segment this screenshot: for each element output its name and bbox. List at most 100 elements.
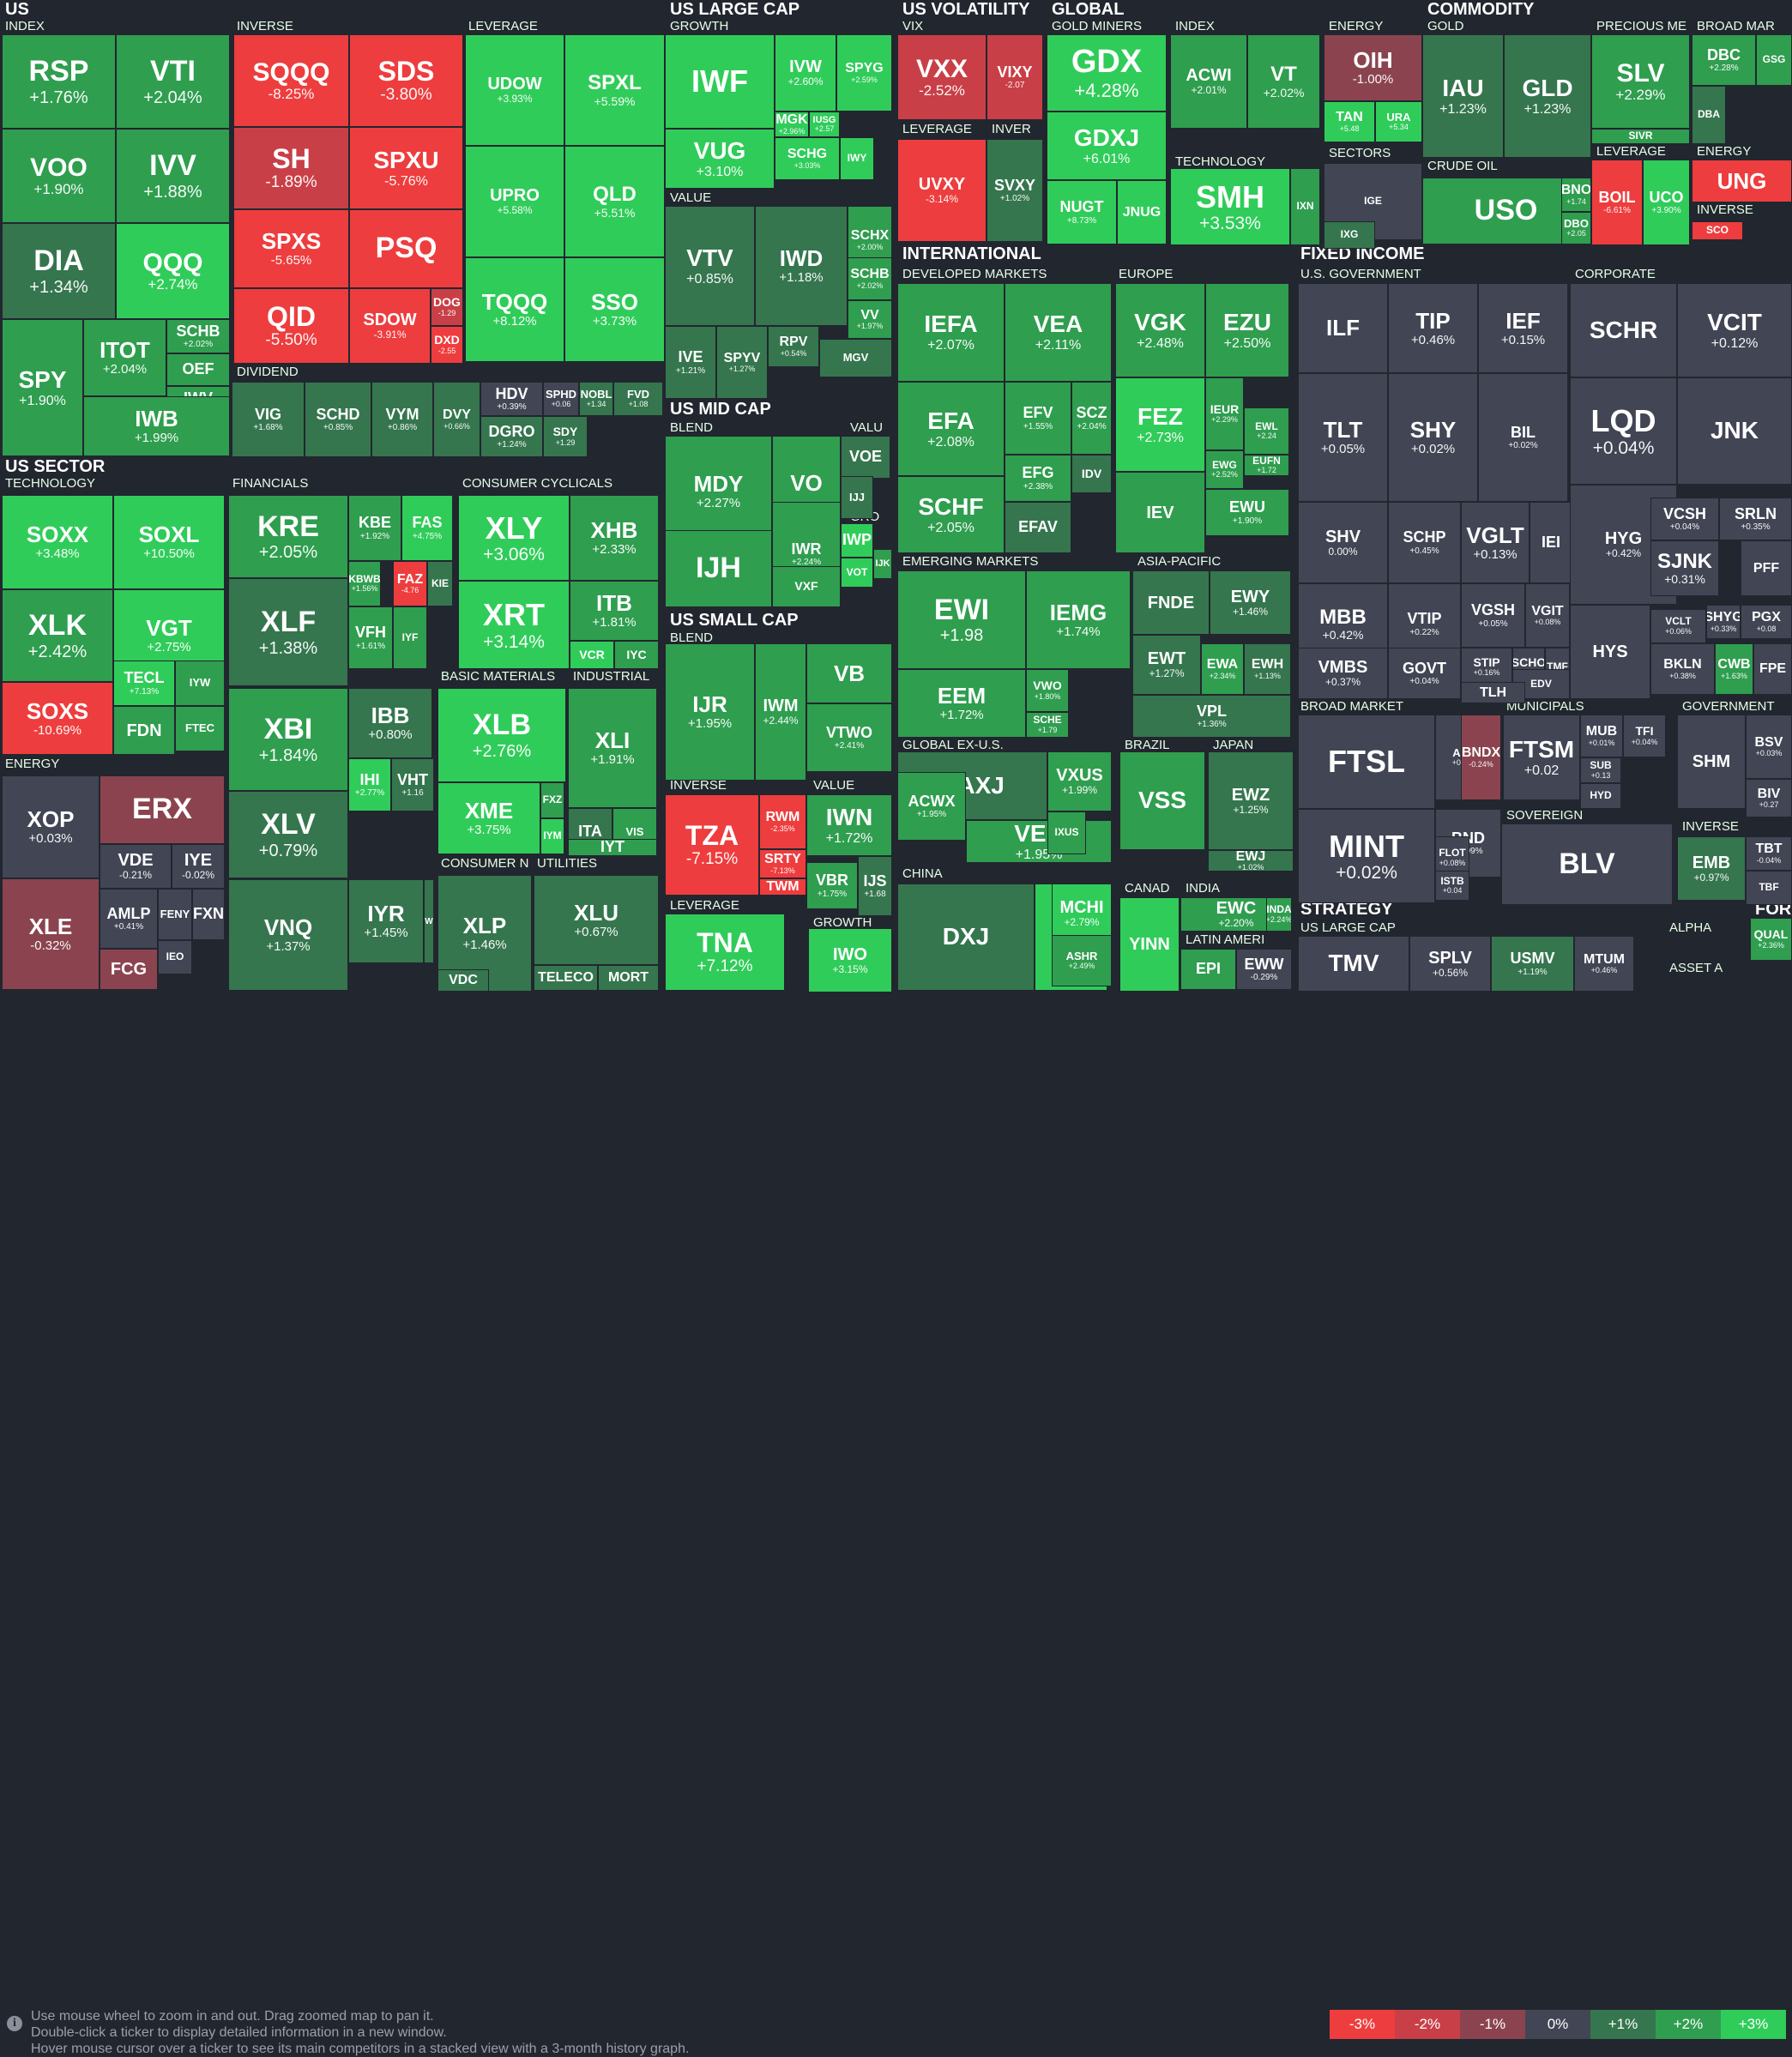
ticker-tile-smh[interactable]: SMH +3.53% xyxy=(1170,168,1290,245)
ticker-tile-ijj[interactable]: IJJ xyxy=(841,476,873,519)
ticker-tile-ijs[interactable]: IJS +1.68 xyxy=(858,856,892,916)
ticker-tile-iwb[interactable]: IWB +1.99% xyxy=(83,396,230,456)
ticker-tile-vgk[interactable]: VGK +2.48% xyxy=(1115,283,1205,377)
ticker-tile-emb[interactable]: EMB +0.97% xyxy=(1677,836,1746,901)
ticker-tile-dbo[interactable]: DBO +2.05 xyxy=(1561,212,1591,244)
ticker-tile-tbf[interactable]: TBF xyxy=(1746,871,1792,905)
ticker-tile-inda[interactable]: INDA +2.24% xyxy=(1266,897,1292,932)
ticker-tile-lqd[interactable]: LQD +0.04% xyxy=(1570,377,1677,485)
ticker-tile-shy[interactable]: SHY +0.02% xyxy=(1388,373,1478,502)
ticker-tile-ftsm[interactable]: FTSM +0.02 xyxy=(1503,715,1580,800)
ticker-tile-spy[interactable]: SPY +1.90% xyxy=(2,319,83,456)
ticker-tile-kbe[interactable]: KBE +1.92% xyxy=(348,495,401,561)
ticker-tile-eww[interactable]: EWW -0.29% xyxy=(1236,949,1292,990)
ticker-tile-hys[interactable]: HYS xyxy=(1570,605,1650,699)
ticker-tile-sivr[interactable]: SIVR xyxy=(1591,129,1690,144)
ticker-tile-sphd[interactable]: SPHD +0.06 xyxy=(543,382,579,416)
ticker-tile-eem[interactable]: EEM +1.72% xyxy=(897,669,1026,738)
ticker-tile-vtv[interactable]: VTV +0.85% xyxy=(665,206,755,326)
ticker-tile-vss[interactable]: VSS xyxy=(1119,751,1205,850)
ticker-tile-mub[interactable]: MUB +0.01% xyxy=(1580,715,1623,757)
ticker-tile-xbi[interactable]: XBI +1.84% xyxy=(228,688,348,791)
ticker-tile-iym[interactable]: IYM xyxy=(540,818,564,854)
ticker-tile-dbc[interactable]: DBC +2.28% xyxy=(1692,34,1756,86)
ticker-tile-usmv[interactable]: USMV +1.19% xyxy=(1491,936,1574,992)
ticker-tile-gdx[interactable]: GDX +4.28% xyxy=(1047,34,1167,112)
ticker-tile-gld[interactable]: GLD +1.23% xyxy=(1504,34,1591,158)
ticker-tile-vxf[interactable]: VXF xyxy=(772,566,841,607)
ticker-tile-sdy[interactable]: SDY +1.29 xyxy=(543,416,588,457)
ticker-tile-iusg[interactable]: IUSG +2.57 xyxy=(809,112,840,137)
ticker-tile-schp[interactable]: SCHP +0.45% xyxy=(1388,502,1461,583)
ticker-tile-sds[interactable]: SDS -3.80% xyxy=(349,34,463,127)
ticker-tile-srty[interactable]: SRTY -7.13% xyxy=(759,849,806,878)
ticker-tile-schr[interactable]: SCHR xyxy=(1570,283,1677,377)
ticker-tile-dxj[interactable]: DXJ xyxy=(897,884,1035,991)
ticker-tile-mdy[interactable]: MDY +2.27% xyxy=(665,436,772,547)
ticker-tile-teleco[interactable]: TELECO xyxy=(534,965,598,991)
ticker-tile-spyg[interactable]: SPYG +2.59% xyxy=(836,34,892,112)
ticker-tile-ewl[interactable]: EWL +2.24 xyxy=(1244,407,1289,455)
ticker-tile-qld[interactable]: QLD +5.51% xyxy=(564,146,665,257)
ticker-tile-jnug[interactable]: JNUG xyxy=(1117,180,1167,244)
ticker-tile-ijr[interactable]: IJR +1.95% xyxy=(665,643,755,781)
ticker-tile-psq[interactable]: PSQ xyxy=(349,209,463,288)
ticker-tile-itot[interactable]: ITOT +2.04% xyxy=(83,319,166,396)
ticker-tile-iei[interactable]: IEI xyxy=(1530,502,1572,583)
ticker-tile-dvy[interactable]: DVY +0.66% xyxy=(433,382,480,457)
ticker-tile-srln[interactable]: SRLN +0.35% xyxy=(1719,498,1792,540)
ticker-tile-ewz[interactable]: EWZ +1.25% xyxy=(1208,751,1294,850)
ticker-tile-vot[interactable]: VOT xyxy=(841,558,873,588)
ticker-tile-bkln[interactable]: BKLN +0.38% xyxy=(1650,643,1715,695)
ticker-tile-splv[interactable]: SPLV +0.56% xyxy=(1409,936,1491,992)
ticker-tile-vgsh[interactable]: VGSH +0.05% xyxy=(1461,583,1525,648)
ticker-tile-fez[interactable]: FEZ +2.73% xyxy=(1115,377,1205,472)
ticker-tile-ivv[interactable]: IVV +1.88% xyxy=(116,129,230,223)
ticker-tile-vcr[interactable]: VCR xyxy=(570,641,614,669)
ticker-tile-qid[interactable]: QID -5.50% xyxy=(233,288,349,364)
ticker-tile-uvxy[interactable]: UVXY -3.14% xyxy=(897,139,987,242)
ticker-tile-vug[interactable]: VUG +3.10% xyxy=(665,129,775,189)
ticker-tile-stip[interactable]: STIP +0.16% xyxy=(1461,648,1512,686)
ticker-tile-tqqq[interactable]: TQQQ +8.12% xyxy=(465,257,564,362)
ticker-tile-rsp[interactable]: RSP +1.76% xyxy=(2,34,116,129)
ticker-tile-schd[interactable]: SCHD +0.85% xyxy=(305,382,371,457)
ticker-tile-schb[interactable]: SCHB +2.02% xyxy=(848,257,892,300)
ticker-tile-iwo[interactable]: IWO +3.15% xyxy=(808,928,892,992)
ticker-tile-sqqq[interactable]: SQQQ -8.25% xyxy=(233,34,349,127)
ticker-tile-xly[interactable]: XLY +3.06% xyxy=(458,495,570,581)
ticker-tile-bsv[interactable]: BSV +0.03% xyxy=(1746,715,1792,779)
ticker-tile-iwf[interactable]: IWF xyxy=(665,34,775,129)
ticker-tile-ieo[interactable]: IEO xyxy=(158,940,192,974)
ticker-tile-vpl[interactable]: VPL +1.36% xyxy=(1132,695,1291,738)
ticker-tile-idv[interactable]: IDV xyxy=(1071,455,1112,493)
ticker-tile-iwn[interactable]: IWN +1.72% xyxy=(806,794,892,856)
ticker-tile-iefa[interactable]: IEFA +2.07% xyxy=(897,283,1005,382)
ticker-tile-iwy[interactable]: IWY xyxy=(840,137,874,180)
ticker-tile-ihi[interactable]: IHI +2.77% xyxy=(348,758,391,811)
ticker-tile-vdc[interactable]: VDC xyxy=(437,969,489,992)
ticker-tile-fxz[interactable]: FXZ xyxy=(540,782,564,818)
ticker-tile-kre[interactable]: KRE +2.05% xyxy=(228,495,348,578)
ticker-tile-iwd[interactable]: IWD +1.18% xyxy=(755,206,848,326)
ticker-tile-vwo[interactable]: VWO +1.80% xyxy=(1026,669,1069,712)
ticker-tile-iyc[interactable]: IYC xyxy=(614,641,659,669)
ticker-tile-veu[interactable]: VEU +1.95% xyxy=(966,820,1112,863)
ticker-tile-bndx[interactable]: BNDX -0.24% xyxy=(1461,715,1501,800)
ticker-tile-jnk[interactable]: JNK xyxy=(1677,377,1792,485)
ticker-tile-govt[interactable]: GOVT +0.04% xyxy=(1388,648,1461,699)
ticker-tile-vt[interactable]: VT +2.02% xyxy=(1247,34,1320,129)
ticker-tile-iyr[interactable]: IYR +1.45% xyxy=(348,879,424,963)
ticker-tile-istb[interactable]: ISTB +0.04 xyxy=(1435,871,1469,901)
ticker-tile-vglt[interactable]: VGLT +0.13% xyxy=(1461,502,1530,583)
ticker-tile-uco[interactable]: UCO +3.90% xyxy=(1643,160,1690,245)
ticker-tile-ashr[interactable]: ASHR +2.49% xyxy=(1052,935,1112,986)
ticker-tile-xop[interactable]: XOP +0.03% xyxy=(2,775,100,878)
ticker-tile-soxl[interactable]: SOXL +10.50% xyxy=(113,495,225,589)
ticker-tile-ewi[interactable]: EWI +1.98 xyxy=(897,570,1026,669)
ticker-tile-schg[interactable]: SCHG +3.03% xyxy=(775,137,840,180)
ticker-tile-tip[interactable]: TIP +0.46% xyxy=(1388,283,1478,373)
ticker-tile-mgk[interactable]: MGK +2.96% xyxy=(775,112,809,137)
ticker-tile-feny[interactable]: FENY xyxy=(158,889,192,940)
ticker-tile-xle[interactable]: XLE -0.32% xyxy=(2,878,100,990)
